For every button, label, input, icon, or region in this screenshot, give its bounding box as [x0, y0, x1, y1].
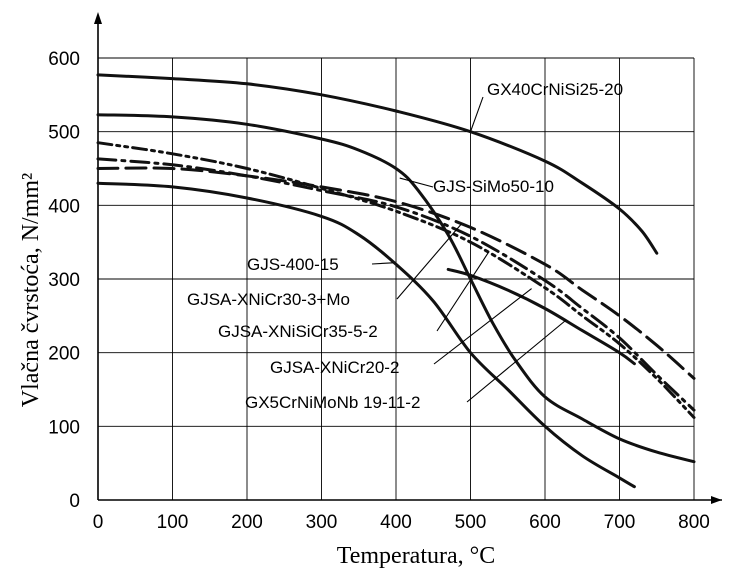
y-tick-label: 100 [48, 417, 80, 438]
series-line-3 [96, 181, 636, 489]
annotation-leader [436, 252, 489, 332]
y-axis-label: Vlačna čvrstoća, N/mm² [18, 173, 44, 407]
annotations: GX40CrNiSi25-20 GJS-SiMo50-10 GJS-400-15 GJ… [187, 80, 623, 412]
x-tick-label: 600 [529, 512, 561, 533]
x-tick-label: 700 [604, 512, 636, 533]
y-axis-arrow [94, 12, 102, 24]
annotation-leader [469, 96, 484, 132]
series-annotation-label: GJSA-XNiSiCr35-5-2 [218, 322, 378, 341]
y-tick-label: 500 [48, 123, 80, 144]
y-tick-label: 400 [48, 196, 80, 217]
x-tick-label: 0 [93, 512, 104, 533]
annotation-leader [399, 177, 434, 188]
y-tick-label: 200 [48, 344, 80, 365]
series-annotation-label: GJS-400-15 [247, 255, 339, 274]
x-tick-label: 300 [306, 512, 338, 533]
x-tick-label: 100 [157, 512, 189, 533]
series-annotation-label: GJSA-XNiCr30-3+Mo [187, 290, 350, 309]
series-annotation-label: GJS-SiMo50-10 [433, 177, 554, 196]
series-line-5 [96, 157, 696, 412]
series-annotation-label: GX40CrNiSi25-20 [487, 80, 623, 99]
series-line-7 [446, 267, 636, 366]
y-tick-label: 600 [48, 49, 80, 70]
x-tick-label: 200 [231, 512, 263, 533]
series-line-1 [96, 73, 659, 255]
annotation-leader [371, 262, 394, 265]
series-annotation-label: GX5CrNiMoNb 19-11-2 [245, 393, 420, 412]
grid [98, 57, 695, 500]
x-tick-label: 500 [455, 512, 487, 533]
series-line-6 [96, 141, 696, 419]
axes [94, 12, 722, 504]
x-tick-label: 400 [380, 512, 412, 533]
annotation-leader [433, 288, 532, 365]
tick-labels: 0 100 200 300 400 500 600 700 800 0 100 200 300 400 50… [48, 49, 710, 533]
x-tick-label: 800 [678, 512, 710, 533]
series-line-2 [96, 113, 696, 464]
series-annotation-label: GJSA-XNiCr20-2 [270, 358, 399, 377]
y-tick-label: 0 [69, 491, 80, 512]
annotation-leader [396, 223, 462, 300]
annotation-leader [466, 319, 567, 403]
series-lines [96, 73, 696, 489]
x-axis-label: Temperatura, °C [337, 543, 496, 569]
y-tick-label: 300 [48, 270, 80, 291]
x-axis-arrow [711, 496, 722, 504]
